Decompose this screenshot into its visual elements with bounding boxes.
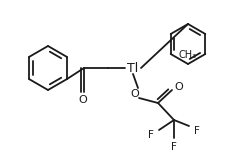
Text: CH₃: CH₃ (179, 50, 197, 60)
Text: Tl: Tl (127, 62, 139, 74)
Text: O: O (175, 82, 183, 92)
Text: F: F (148, 130, 154, 140)
Text: F: F (171, 142, 177, 152)
Text: O: O (131, 89, 139, 99)
Text: O: O (79, 95, 87, 105)
Text: F: F (194, 126, 200, 136)
